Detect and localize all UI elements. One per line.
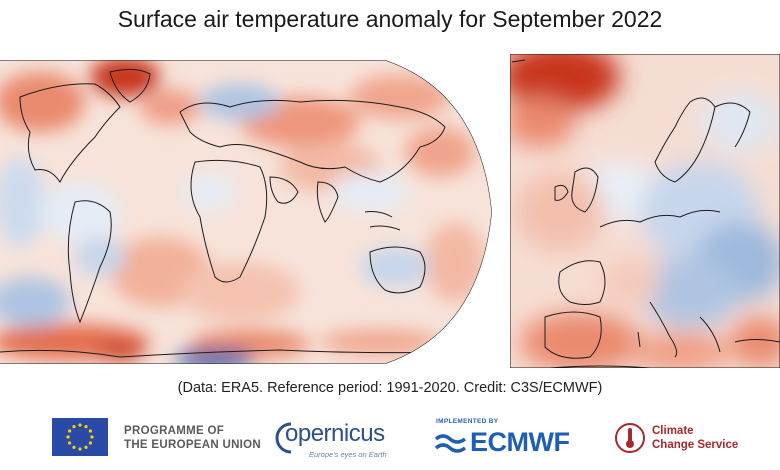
europe-map [510, 54, 780, 368]
ecmwf-wave-icon [434, 434, 467, 453]
climate-change-service-logo: Climate Change Service [612, 418, 762, 462]
ecmwf-logo: IMPLEMENTED BY ECMWF [434, 418, 570, 457]
thermometer-icon [615, 423, 645, 453]
world-map [0, 60, 492, 364]
anomaly-maps [0, 54, 780, 368]
eu-programme-text: PROGRAMME OF THE EUROPEAN UNION [124, 425, 262, 451]
logo-bar: PROGRAMME OF THE EUROPEAN UNION opernicu… [0, 412, 780, 470]
page-title: Surface air temperature anomaly for Sept… [117, 6, 663, 32]
copernicus-logo: opernicus Europe's eyes on Earth [275, 416, 415, 462]
eu-flag-icon [52, 418, 108, 456]
credit-line: (Data: ERA5. Reference period: 1991-2020… [177, 380, 603, 396]
copernicus-arc-icon [275, 422, 292, 454]
